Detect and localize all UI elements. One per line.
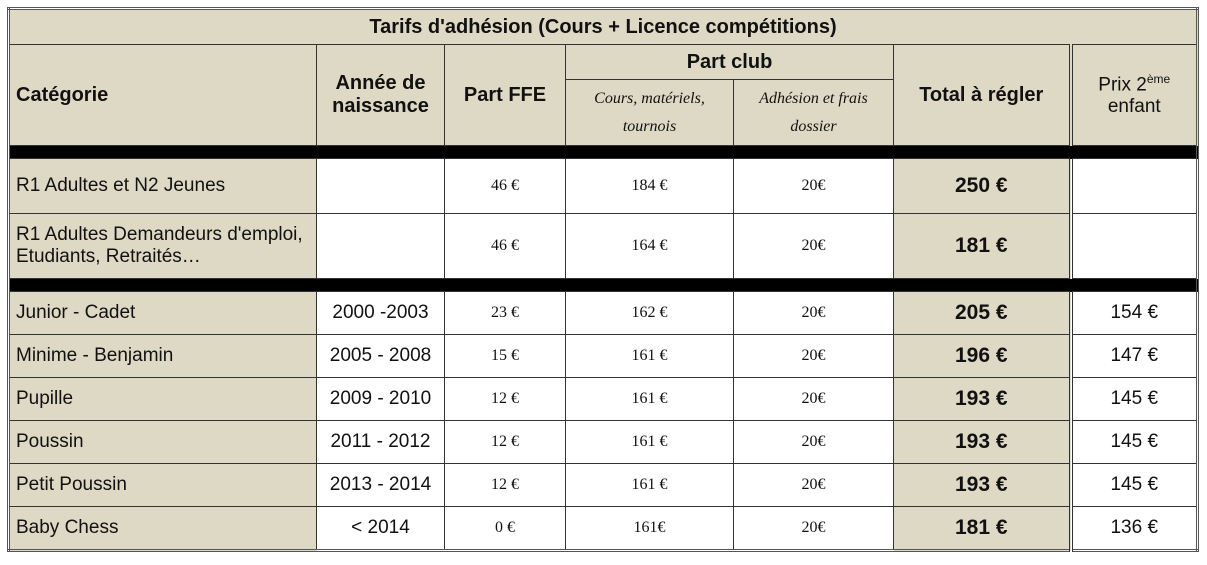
table-row: Poussin 2011 - 2012 12 €161 €20€ 193 €145 €	[8, 420, 1199, 464]
header-cell: Total à régler	[893, 44, 1071, 146]
table-cell: 154 €	[1068, 291, 1199, 335]
header-cell: Part FFE	[444, 44, 566, 146]
table-cell: 193 €	[893, 463, 1071, 507]
header-cell: Adhésion et frais dossier	[733, 79, 894, 146]
table-cell: 2011 - 2012	[316, 420, 445, 464]
table-cell: 20€	[733, 377, 894, 421]
table-cell: 20€	[733, 158, 894, 214]
table-cell: 0 €	[444, 506, 566, 551]
header-cell: Part club	[565, 44, 894, 80]
table-cell	[316, 213, 445, 279]
table-cell: 196 €	[893, 334, 1071, 378]
table-cell: 145 €	[1068, 420, 1199, 464]
table-row: R1 Adultes Demandeurs d'emploi, Etudiant…	[8, 213, 1199, 279]
table-cell: 161 €	[565, 463, 734, 507]
table-cell: 181 €	[893, 213, 1071, 279]
table-cell: < 2014	[316, 506, 445, 551]
separator	[7, 145, 1199, 159]
table-cell: Petit Poussin	[8, 463, 317, 507]
table-cell: 2000 -2003	[316, 291, 445, 335]
table-cell: 136 €	[1068, 506, 1199, 551]
header-text: enfant	[1107, 96, 1161, 118]
table-cell: 161€	[565, 506, 734, 551]
table-title: Tarifs d'adhésion (Cours + Licence compé…	[7, 8, 1199, 45]
table-cell: 147 €	[1068, 334, 1199, 378]
table-cell	[1068, 213, 1199, 279]
header-cell: Prix 2ème enfant	[1068, 44, 1199, 146]
table-cell: 46 €	[444, 213, 566, 279]
table-cell: R1 Adultes Demandeurs d'emploi, Etudiant…	[8, 213, 317, 279]
table-cell: 161 €	[565, 420, 734, 464]
table-cell: Poussin	[8, 420, 317, 464]
table-cell: 161 €	[565, 334, 734, 378]
table-cell	[316, 158, 445, 214]
table-cell: 145 €	[1068, 463, 1199, 507]
table-cell: 250 €	[893, 158, 1071, 214]
table-cell: 20€	[733, 334, 894, 378]
table-cell: 20€	[733, 463, 894, 507]
table-cell: 164 €	[565, 213, 734, 279]
table-cell: 12 €	[444, 420, 566, 464]
table-row: Minime - Benjamin 2005 - 2008 15 €161 €20€…	[8, 334, 1199, 378]
table-cell: 161 €	[565, 377, 734, 421]
table-cell: Pupille	[8, 377, 317, 421]
table-cell: 20€	[733, 506, 894, 551]
table-cell: Minime - Benjamin	[8, 334, 317, 378]
table-cell: 184 €	[565, 158, 734, 214]
header-cell: Catégorie	[8, 44, 317, 146]
header-sup: ème	[1146, 71, 1171, 86]
table-cell: Baby Chess	[8, 506, 317, 551]
table-cell: 23 €	[444, 291, 566, 335]
table-cell: 2005 - 2008	[316, 334, 445, 378]
table-cell: 193 €	[893, 377, 1071, 421]
separator	[7, 278, 1199, 292]
table-row: Petit Poussin 2013 - 2014 12 €161 €20€ 193 …	[8, 463, 1199, 507]
table-cell: 181 €	[893, 506, 1071, 551]
table-cell	[1068, 158, 1199, 214]
table-cell: 20€	[733, 291, 894, 335]
table-cell: 205 €	[893, 291, 1071, 335]
header-cell: Année de naissance	[316, 44, 445, 146]
table-cell: 162 €	[565, 291, 734, 335]
table-cell: 2009 - 2010	[316, 377, 445, 421]
table-row: Junior - Cadet 2000 -2003 23 €162 €20€ 205 …	[8, 291, 1199, 335]
table-cell: 193 €	[893, 420, 1071, 464]
header-text: Prix 2	[1098, 74, 1147, 96]
table-cell: R1 Adultes et N2 Jeunes	[8, 158, 317, 214]
table-cell: 46 €	[444, 158, 566, 214]
table-cell: 145 €	[1068, 377, 1199, 421]
table-cell: 2013 - 2014	[316, 463, 445, 507]
table-cell: 20€	[733, 420, 894, 464]
table-row: Pupille 2009 - 2010 12 €161 €20€ 193 €145 €	[8, 377, 1199, 421]
table-cell: 12 €	[444, 377, 566, 421]
tariff-table: Tarifs d'adhésion (Cours + Licence compé…	[7, 7, 1200, 552]
table-row: R1 Adultes et N2 Jeunes 46 €184 €20€ 250 €	[8, 158, 1199, 214]
table-cell: 12 €	[444, 463, 566, 507]
table-row: Baby Chess < 2014 0 €161€ 20€ 181 €136 €	[8, 506, 1199, 551]
table-cell: 20€	[733, 213, 894, 279]
table-cell: 15 €	[444, 334, 566, 378]
table-cell: Junior - Cadet	[8, 291, 317, 335]
header-cell: Cours, matériels, tournois	[565, 79, 734, 146]
